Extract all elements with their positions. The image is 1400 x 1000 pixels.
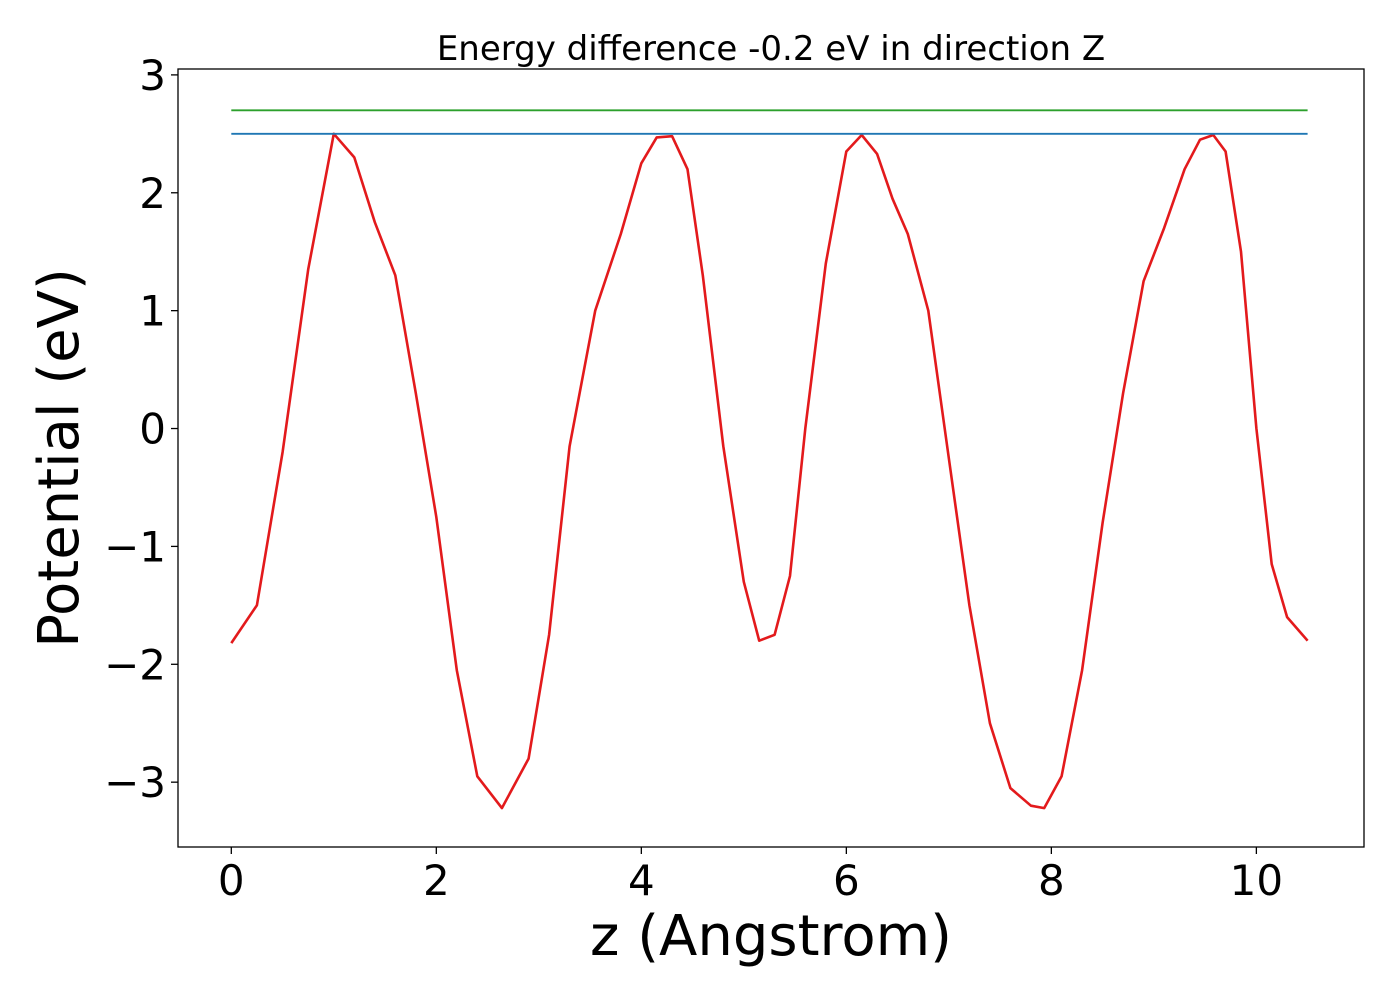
y-tick-label: −3 xyxy=(104,758,166,807)
y-axis-label: Potential (eV) xyxy=(27,268,92,648)
y-tick-label: 3 xyxy=(139,51,166,100)
plot-frame xyxy=(177,68,1365,848)
series-layer xyxy=(230,109,1309,810)
y-tick-label: 0 xyxy=(139,405,166,454)
x-axis-ticks: 0 2 4 6 8 10 xyxy=(218,847,1283,905)
x-tick-label: 2 xyxy=(423,856,450,905)
series-line-1 xyxy=(230,132,1309,810)
x-tick-label: 0 xyxy=(218,856,245,905)
x-tick-label: 10 xyxy=(1230,856,1283,905)
y-tick-label: 1 xyxy=(139,287,166,336)
y-tick-label: 2 xyxy=(139,169,166,218)
x-tick-label: 8 xyxy=(1038,856,1065,905)
x-tick-label: 6 xyxy=(833,856,860,905)
y-axis-ticks: −3 −2 −1 0 1 2 3 xyxy=(104,51,178,807)
y-tick-label: −2 xyxy=(104,640,166,689)
x-tick-label: 4 xyxy=(628,856,655,905)
x-axis-label: z (Angstrom) xyxy=(590,904,952,969)
y-tick-label: −1 xyxy=(104,522,166,571)
chart-title: Energy difference -0.2 eV in direction Z xyxy=(437,29,1105,69)
